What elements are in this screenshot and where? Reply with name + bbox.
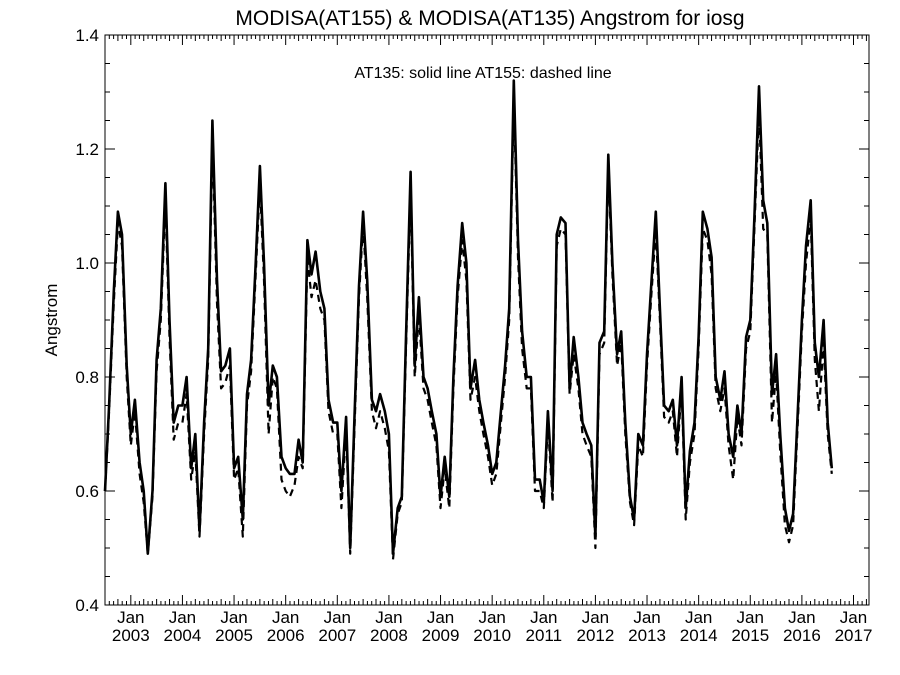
y-tick-label: 0.6 bbox=[75, 482, 99, 501]
y-axis-label: Angstrom bbox=[42, 284, 61, 357]
x-tick-year-label: 2010 bbox=[473, 626, 511, 645]
x-tick-year-label: 2009 bbox=[422, 626, 460, 645]
x-tick-year-label: 2015 bbox=[731, 626, 769, 645]
x-tick-year-label: 2004 bbox=[164, 626, 202, 645]
x-tick-month-label: Jan bbox=[788, 608, 815, 627]
x-tick-month-label: Jan bbox=[840, 608, 867, 627]
y-tick-label: 0.4 bbox=[75, 596, 99, 615]
x-tick-month-label: Jan bbox=[685, 608, 712, 627]
x-tick-year-label: 2011 bbox=[526, 626, 563, 645]
x-tick-year-label: 2006 bbox=[267, 626, 305, 645]
x-tick-year-label: 2017 bbox=[835, 626, 873, 645]
y-tick-label: 1.4 bbox=[75, 26, 99, 45]
x-tick-year-label: 2016 bbox=[783, 626, 821, 645]
x-tick-year-label: 2003 bbox=[112, 626, 150, 645]
x-tick-year-label: 2007 bbox=[318, 626, 356, 645]
tick-labels: 0.40.60.81.01.21.4Jan2003Jan2004Jan2005J… bbox=[75, 26, 872, 645]
x-tick-month-label: Jan bbox=[220, 608, 247, 627]
x-tick-month-label: Jan bbox=[324, 608, 351, 627]
series-line-at155 bbox=[103, 96, 833, 561]
x-tick-month-label: Jan bbox=[375, 608, 402, 627]
x-tick-year-label: 2005 bbox=[215, 626, 253, 645]
y-tick-label: 0.8 bbox=[75, 368, 99, 387]
x-tick-year-label: 2012 bbox=[576, 626, 614, 645]
y-tick-label: 1.2 bbox=[75, 140, 99, 159]
x-tick-month-label: Jan bbox=[737, 608, 764, 627]
x-tick-month-label: Jan bbox=[633, 608, 660, 627]
x-tick-month-label: Jan bbox=[272, 608, 299, 627]
x-tick-month-label: Jan bbox=[427, 608, 454, 627]
x-tick-year-label: 2008 bbox=[370, 626, 408, 645]
x-tick-month-label: Jan bbox=[117, 608, 144, 627]
chart-title: MODISA(AT155) & MODISA(AT135) Angstrom f… bbox=[235, 7, 744, 30]
x-tick-month-label: Jan bbox=[169, 608, 196, 627]
series-legend-note: AT135: solid line AT155: dashed line bbox=[354, 65, 611, 82]
plot-frame bbox=[104, 34, 870, 606]
series-line-at135 bbox=[103, 79, 834, 555]
x-tick-year-label: 2013 bbox=[628, 626, 666, 645]
series-layer bbox=[103, 79, 834, 561]
y-tick-label: 1.0 bbox=[75, 254, 99, 273]
x-tick-year-label: 2014 bbox=[680, 626, 718, 645]
x-tick-month-label: Jan bbox=[530, 608, 557, 627]
x-tick-month-label: Jan bbox=[582, 608, 609, 627]
x-tick-month-label: Jan bbox=[478, 608, 505, 627]
